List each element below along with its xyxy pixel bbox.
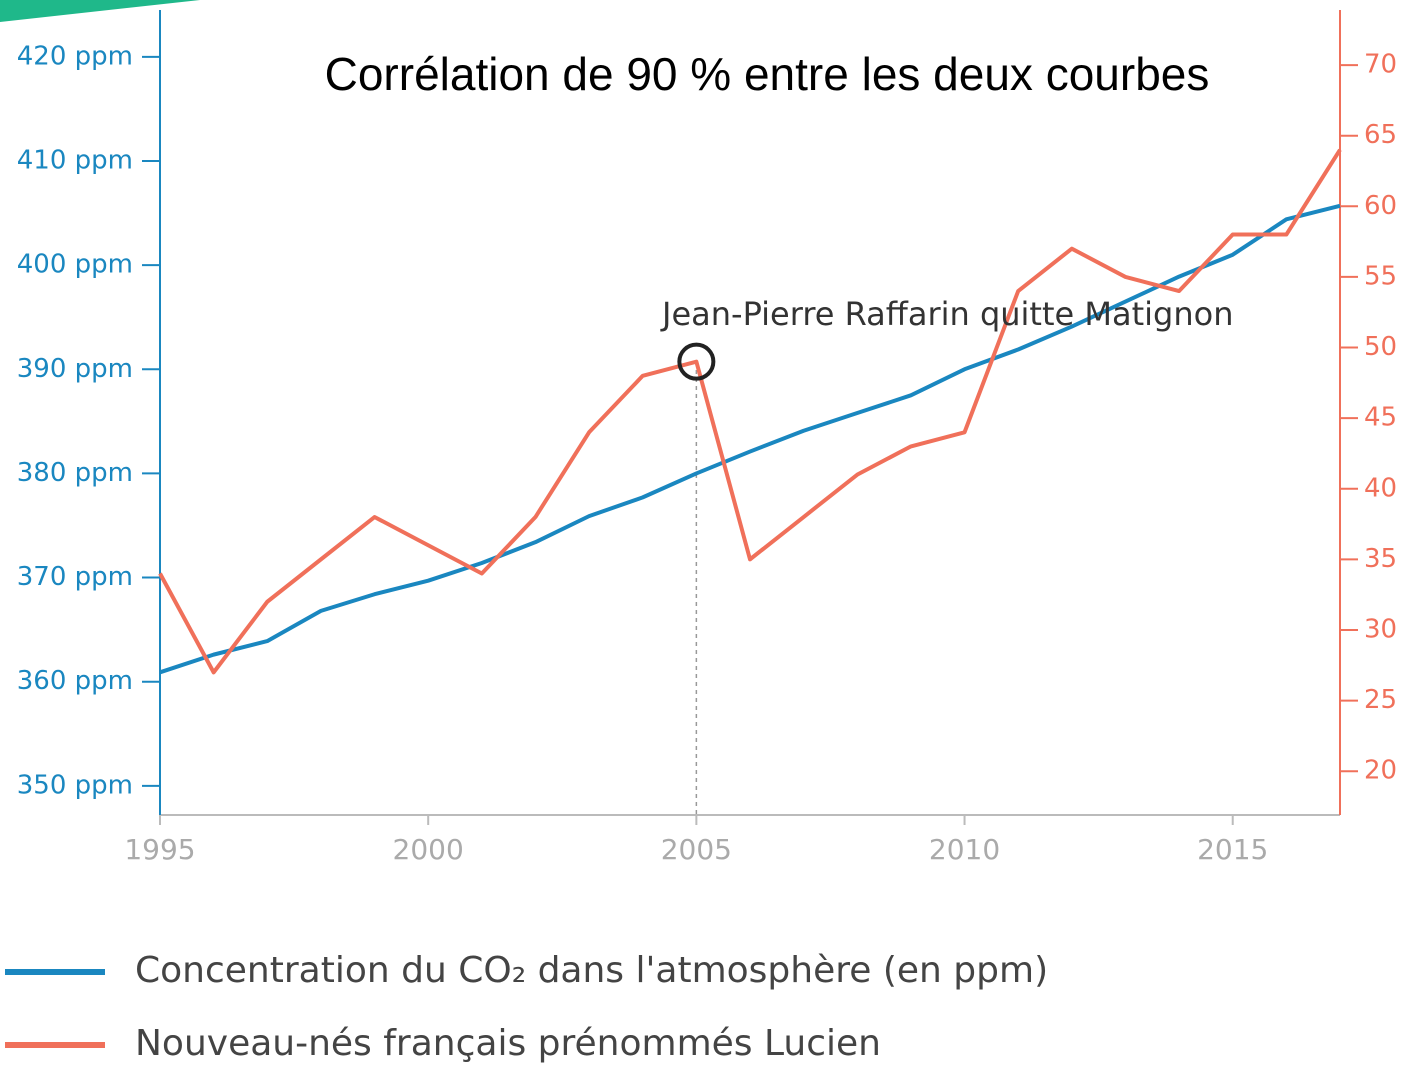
y-tick-label: 380 ppm: [17, 458, 133, 488]
y2-tick-label: 30: [1364, 614, 1397, 644]
y2-tick-label: 20: [1364, 756, 1397, 786]
corner-decoration: [0, 0, 200, 22]
y2-tick-label: 35: [1364, 544, 1397, 574]
y-tick-label: 370 ppm: [17, 562, 133, 592]
x-tick-label: 2010: [929, 833, 1000, 866]
legend-label: Nouveau-nés français prénommés Lucien: [135, 1023, 881, 1064]
y2-tick-label: 50: [1364, 332, 1397, 362]
y2-tick-label: 60: [1364, 191, 1397, 221]
x-tick-label: 2000: [393, 833, 464, 866]
annotation-marker: [677, 342, 716, 381]
y-tick-label: 350 ppm: [17, 770, 133, 800]
x-tick-label: 2005: [661, 833, 732, 866]
y2-tick-label: 55: [1364, 261, 1397, 291]
x-tick-label: 2015: [1197, 833, 1268, 866]
y-tick-label: 360 ppm: [17, 666, 133, 696]
y2-tick-label: 65: [1364, 120, 1397, 150]
y-tick-label: 400 ppm: [17, 250, 133, 280]
legend-label: Concentration du CO₂ dans l'atmosphère (…: [135, 950, 1048, 991]
annotation-text: Jean-Pierre Raffarin quitte Matignon: [660, 295, 1233, 333]
y-tick-label: 390 ppm: [17, 354, 133, 384]
chart-title: Corrélation de 90 % entre les deux courb…: [325, 48, 1210, 100]
x-tick-label: 1995: [124, 833, 195, 866]
y2-tick-label: 25: [1364, 685, 1397, 715]
series-line: [158, 148, 1342, 675]
y2-tick-label: 40: [1364, 473, 1397, 503]
y-tick-label: 410 ppm: [17, 146, 133, 176]
y2-tick-label: 70: [1364, 50, 1397, 80]
y2-tick-label: 45: [1364, 403, 1397, 433]
y-tick-label: 420 ppm: [17, 41, 133, 71]
series-line: [159, 203, 1341, 675]
